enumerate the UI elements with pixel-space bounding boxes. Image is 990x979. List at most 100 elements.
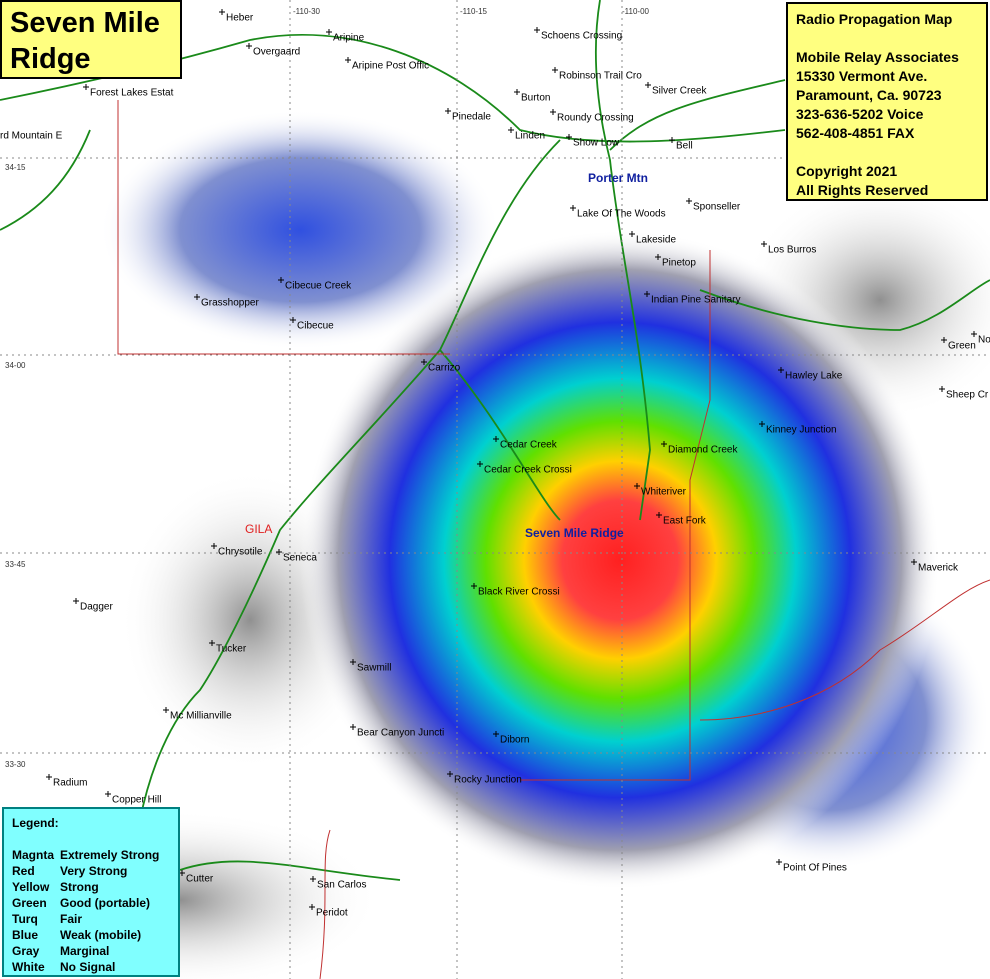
place-label: Diamond Creek — [668, 445, 738, 456]
place-marker — [566, 134, 572, 140]
place-marker — [493, 436, 499, 442]
place-marker — [971, 331, 977, 337]
place-marker — [278, 277, 284, 283]
place-marker — [105, 791, 111, 797]
legend-meaning: Fair — [60, 912, 83, 926]
legend-color: White — [12, 960, 45, 974]
place-marker — [911, 559, 917, 565]
place-marker — [46, 774, 52, 780]
title: Seven Mile Ridge — [10, 7, 160, 75]
legend-meaning: Extremely Strong — [60, 848, 160, 862]
place-label: Point Of Pines — [783, 863, 847, 874]
terrain — [0, 110, 990, 979]
legend-color: Yellow — [12, 880, 50, 894]
place-marker — [290, 317, 296, 323]
place-marker — [629, 231, 635, 237]
place-label: Chrysotile — [218, 547, 263, 558]
legend-entry: Magnta Extremely Strong — [12, 847, 170, 863]
info-line: 323-636-5202 Voice — [796, 106, 924, 122]
legend-color: Magnta — [12, 848, 54, 862]
place-marker — [761, 241, 767, 247]
place-label: Cibecue Creek — [285, 281, 352, 292]
legend-entry: White No Signal — [12, 959, 170, 975]
legend-color: Gray — [12, 944, 40, 958]
peak-label: Porter Mtn — [588, 171, 648, 185]
legend-color: Green — [12, 896, 47, 910]
place-marker — [534, 27, 540, 33]
place-label: Aripine Post Offic — [352, 61, 429, 72]
place-label: Radium — [53, 778, 87, 789]
place-marker — [326, 29, 332, 35]
place-label: Linden — [515, 131, 545, 142]
place-labels: -110-30 -110-15 -110-00 34-15 34-00 33-45 33-3… — [0, 7, 990, 919]
place-label: Cibecue — [297, 321, 334, 332]
place-marker — [471, 583, 477, 589]
place-marker — [211, 543, 217, 549]
place-marker — [445, 108, 451, 114]
place-marker — [345, 57, 351, 63]
place-label: Hawley Lake — [785, 371, 843, 382]
place-label: Indian Pine Sanitary — [651, 295, 741, 306]
place-marker — [661, 441, 667, 447]
place-marker — [447, 771, 453, 777]
place-marker — [309, 904, 315, 910]
copyright-line: All Rights Reserved — [796, 182, 929, 198]
place-label: rd Mountain E — [0, 131, 63, 142]
info-line: 562-408-4851 FAX — [796, 125, 915, 141]
coordinate-label: 34-00 — [5, 361, 26, 370]
place-label: Kinney Junction — [766, 425, 837, 436]
legend-color: Blue — [12, 928, 39, 942]
place-label: Maverick — [918, 563, 959, 574]
legend-entry: Blue Weak (mobile) — [12, 927, 170, 943]
place-label: Seneca — [283, 553, 317, 564]
legend-meaning: Strong — [60, 880, 99, 894]
place-label: Bell — [676, 141, 693, 152]
coordinate-label: 34-15 — [5, 163, 26, 172]
place-label: Forest Lakes Estat — [90, 88, 174, 99]
place-marker — [645, 82, 651, 88]
place-marker — [655, 254, 661, 260]
place-label: San Carlos — [317, 880, 366, 891]
place-label: Sawmill — [357, 663, 391, 674]
legend-entry: Turq Fair — [12, 911, 170, 927]
place-label: Heber — [226, 13, 254, 24]
place-marker — [493, 731, 499, 737]
place-marker — [209, 640, 215, 646]
place-marker — [941, 337, 947, 343]
place-label: Lakeside — [636, 235, 676, 246]
info-line: 15330 Vermont Ave. — [796, 68, 928, 84]
place-label: Dagger — [80, 602, 113, 613]
place-label: Copper Hill — [112, 795, 161, 806]
info-line: Mobile Relay Associates — [796, 49, 959, 65]
place-label: Black River Crossi — [478, 587, 560, 598]
place-label: Whiteriver — [641, 487, 687, 498]
place-label: Sponseller — [693, 202, 741, 213]
place-label: Los Burros — [768, 245, 816, 256]
place-label: Mc Millianville — [170, 711, 232, 722]
coordinate-label: 33-30 — [5, 760, 26, 769]
legend-entry: Red Very Strong — [12, 863, 170, 879]
place-marker — [276, 549, 282, 555]
boundaries — [117, 100, 990, 979]
place-label: Aripine — [333, 33, 365, 44]
place-label: Peridot — [316, 908, 348, 919]
title-box: Seven Mile Ridge — [0, 0, 182, 79]
place-marker — [939, 386, 945, 392]
place-label: Grasshopper — [201, 298, 259, 309]
legend-meaning: Good (portable) — [60, 896, 150, 910]
place-label: Schoens Crossing — [541, 31, 622, 42]
place-marker — [219, 9, 225, 15]
place-marker — [514, 89, 520, 95]
county-label: GILA — [245, 522, 272, 536]
legend-meaning: Marginal — [60, 944, 110, 958]
place-label: Diborn — [500, 735, 529, 746]
place-marker — [421, 359, 427, 365]
place-label: Cutter — [186, 874, 214, 885]
place-label: Green — [948, 341, 976, 352]
place-label: Lake Of The Woods — [577, 209, 666, 220]
legend-entry: Gray Marginal — [12, 943, 170, 959]
site-label: Seven Mile Ridge — [525, 526, 624, 540]
place-marker — [508, 127, 514, 133]
place-marker — [163, 707, 169, 713]
